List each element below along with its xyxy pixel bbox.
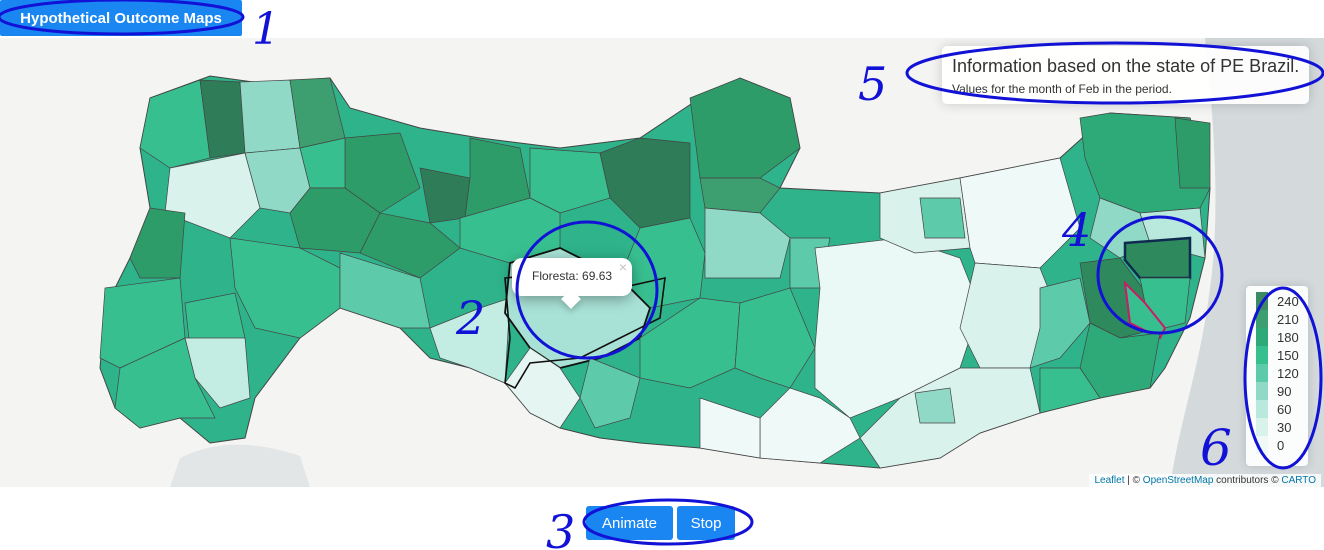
info-panel: Information based on the state of PE Bra… [942,46,1309,104]
region [1039,367,1101,414]
region [239,79,301,154]
legend-label: 120 [1277,366,1299,381]
legend-row: 30 [1256,418,1306,436]
choropleth-map[interactable]: Information based on the state of PE Bra… [0,38,1324,487]
region [129,207,186,279]
osm-link[interactable]: OpenStreetMap [1142,475,1214,486]
legend-label: 150 [1277,348,1299,363]
legend-swatch [1256,364,1268,382]
legend-label: 0 [1277,438,1285,453]
annotation-number: 3 [546,505,575,550]
region [919,197,966,239]
legend-swatch [1256,310,1268,328]
legend-label: 90 [1277,384,1292,399]
close-icon[interactable]: × [618,259,627,275]
legend-swatch [1256,382,1268,400]
info-subtitle: Values for the month of Feb in the perio… [952,82,1172,96]
region [114,337,216,429]
legend-row: 0 [1256,436,1306,454]
region [699,177,781,214]
legend-label: 240 [1277,294,1299,309]
info-title: Information based on the state of PE Bra… [952,56,1300,76]
legend-swatch [1256,328,1268,346]
legend-label: 210 [1277,312,1299,327]
region [1174,117,1211,189]
legend-row: 120 [1256,364,1306,382]
attribution-text: contributors © [1213,475,1282,486]
legend-swatch [1256,292,1268,310]
legend-swatch [1256,400,1268,418]
region [164,152,261,239]
legend-swatch [1256,346,1268,364]
region-popup: Floresta: 69.63 × [512,258,632,309]
region [1029,277,1091,369]
animate-button[interactable]: Animate [586,506,673,540]
legend-label: 60 [1277,402,1292,417]
region [579,357,641,429]
legend-swatch [1256,418,1268,436]
carto-link[interactable]: CARTO [1281,475,1316,486]
attribution-separator: | © [1124,475,1143,486]
popup-text: Floresta: 69.63 [532,269,613,283]
region [229,237,341,339]
legend-row: 210 [1256,310,1306,328]
legend-swatch [1256,436,1268,454]
region [139,79,211,169]
region [704,207,791,279]
legend-label: 180 [1277,330,1299,345]
region [339,252,431,329]
region [699,397,761,459]
region [1123,236,1192,280]
legend-row: 90 [1256,382,1306,400]
region [529,147,611,214]
reservoir [170,444,310,487]
legend-label: 30 [1277,420,1292,435]
stop-button[interactable]: Stop [677,506,735,540]
leaflet-link[interactable]: Leaflet [1094,475,1125,486]
map-attribution: Leaflet | © OpenStreetMap contributors ©… [1089,474,1321,487]
legend-row: 60 [1256,400,1306,418]
region [359,212,461,279]
map-canvas [99,38,1324,487]
legend-row: 150 [1256,346,1306,364]
region [759,387,861,464]
color-legend: 240 210 180 150 120 90 60 30 0 [1246,286,1308,466]
legend-row: 180 [1256,328,1306,346]
legend-row: 240 [1256,292,1306,310]
app-title-button[interactable]: Hypothetical Outcome Maps [0,0,242,36]
region [914,387,956,424]
